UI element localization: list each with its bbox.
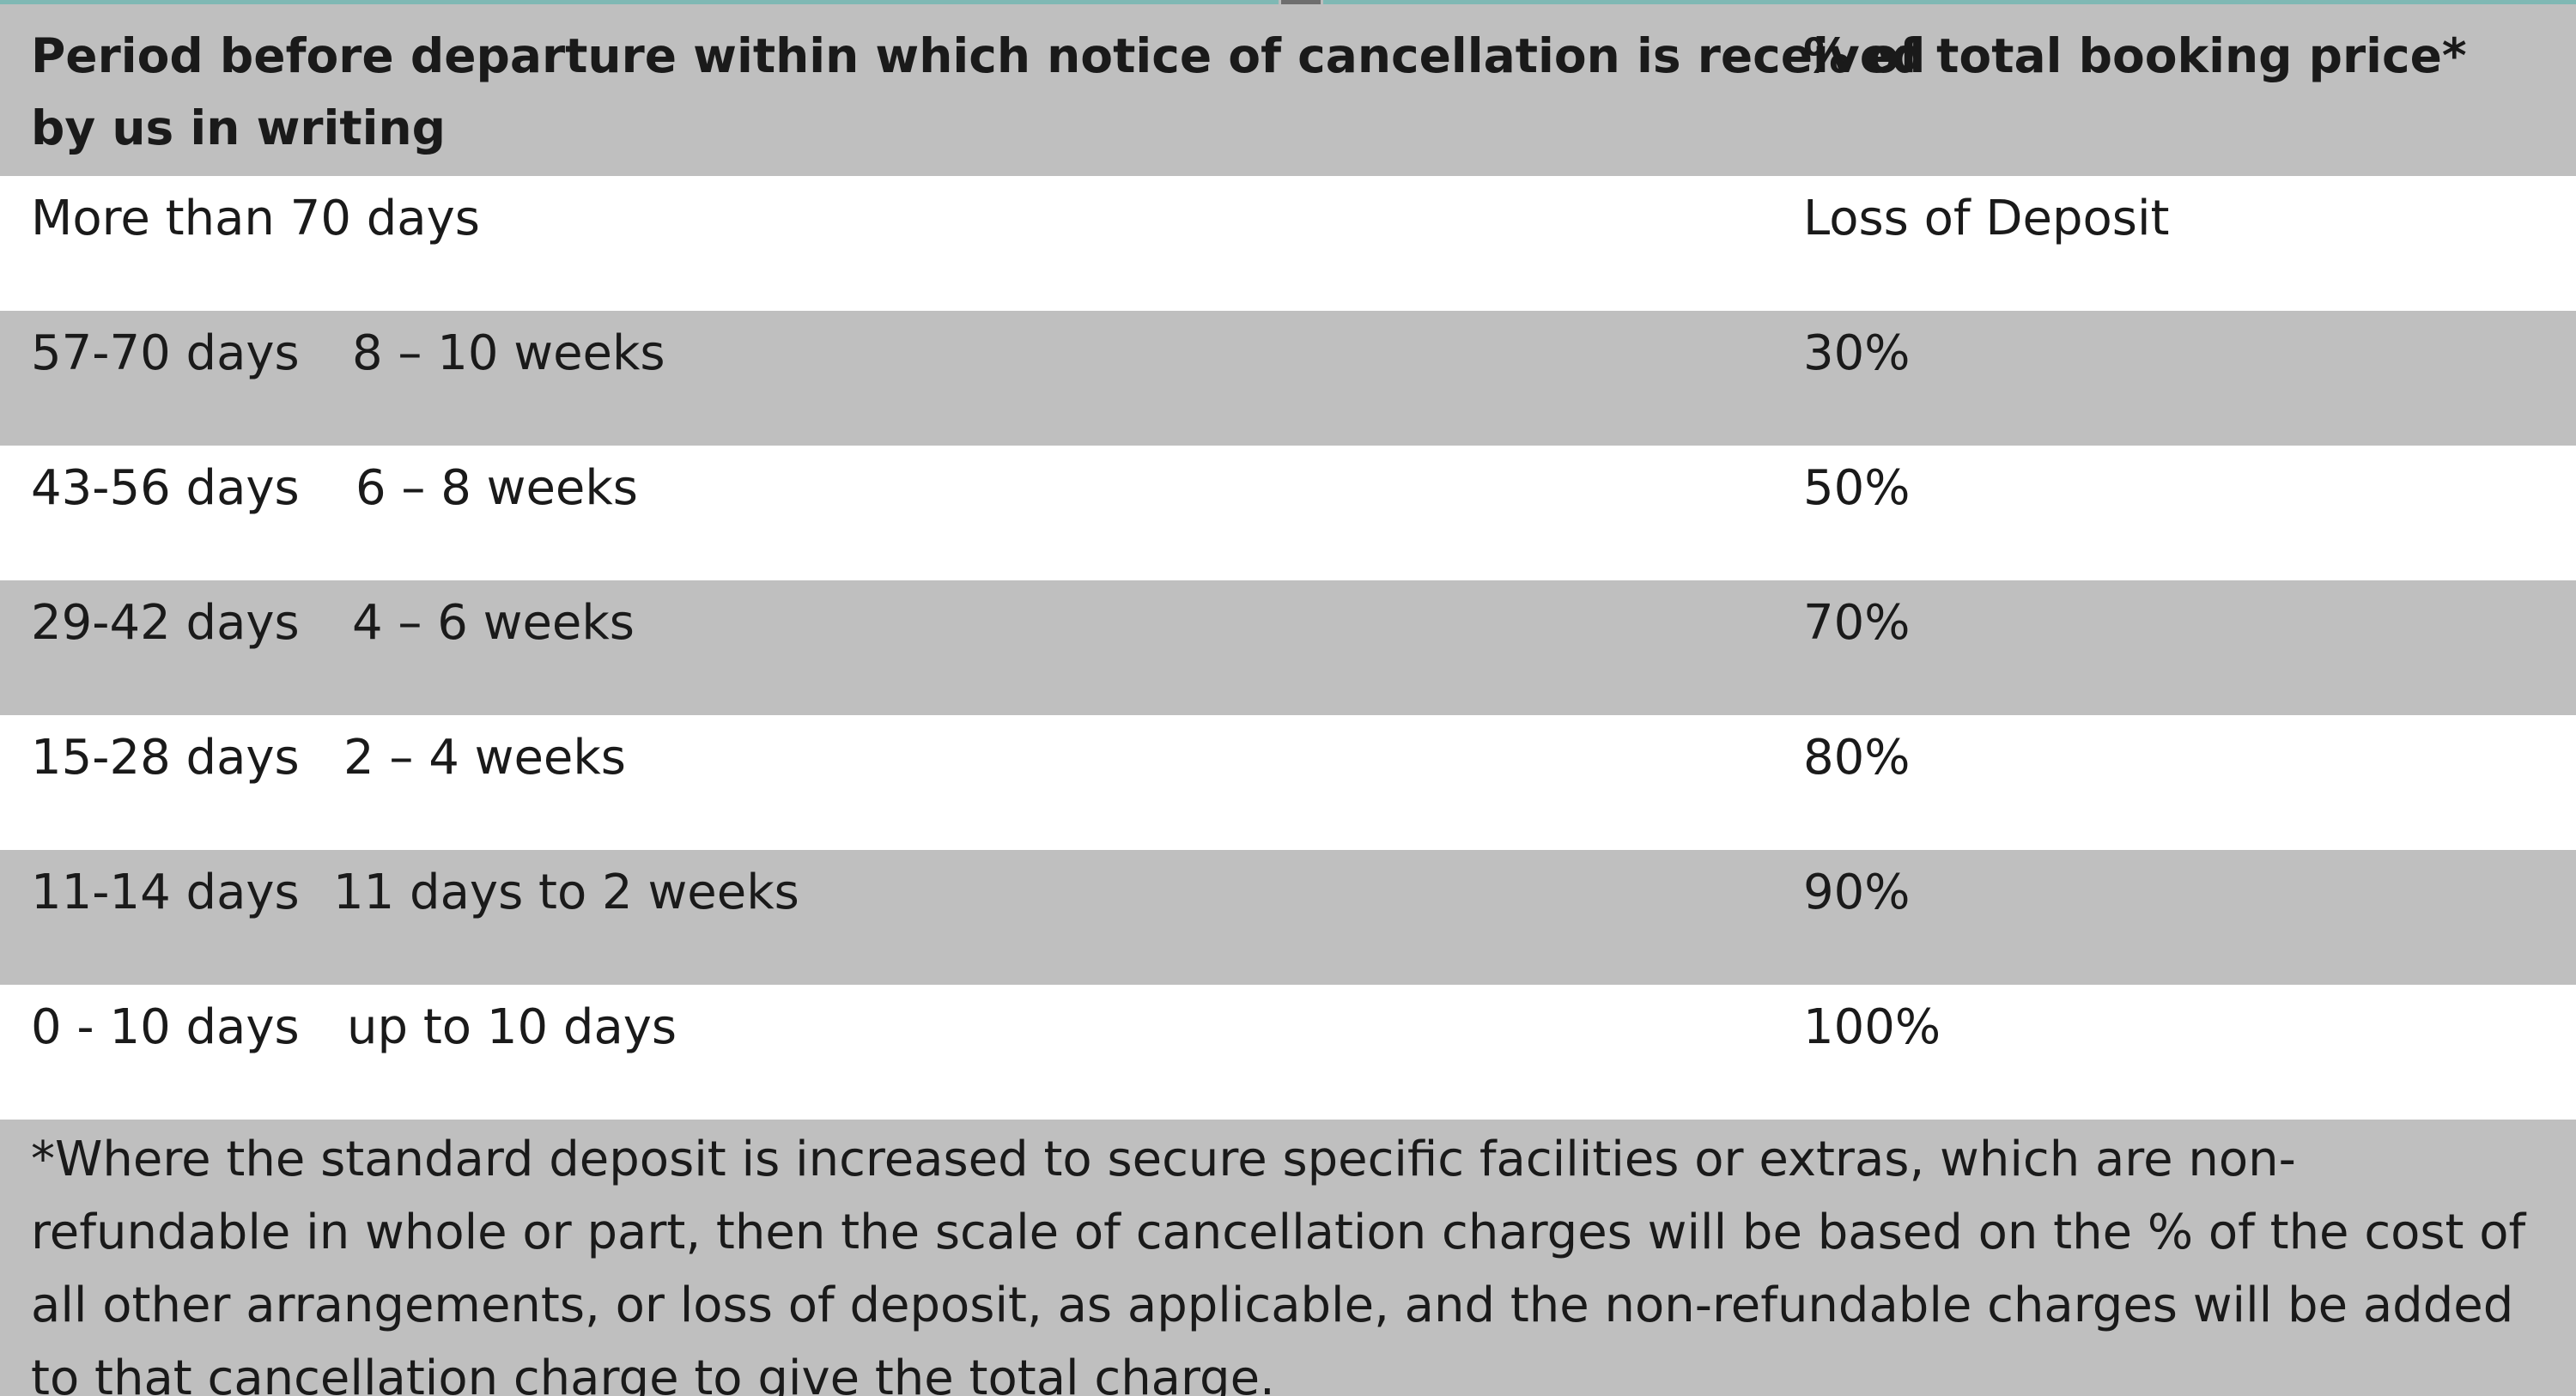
row-weeks: 6 – 8 weeks bbox=[355, 460, 638, 516]
row-days: 57-70 days bbox=[31, 325, 300, 381]
row-charge: 90% bbox=[1803, 865, 1911, 920]
row-charge: Loss of Deposit bbox=[1803, 191, 2170, 246]
row-charge: 100% bbox=[1803, 999, 1941, 1055]
row-weeks: 8 – 10 weeks bbox=[352, 325, 665, 381]
header-percent: % of total booking price* bbox=[1803, 28, 2467, 83]
table-row: 15-28 days 2 – 4 weeks 80% bbox=[0, 715, 2576, 850]
table-row: 43-56 days 6 – 8 weeks 50% bbox=[0, 446, 2576, 580]
row-days: 15-28 days bbox=[31, 730, 300, 786]
header-period-line1: Period before departure within which not… bbox=[31, 28, 1926, 83]
row-weeks: 4 – 6 weeks bbox=[352, 595, 635, 651]
row-days: 0 - 10 days bbox=[31, 999, 300, 1055]
footnote-text: *Where the standard deposit is increased… bbox=[31, 1132, 2526, 1396]
row-days: More than 70 days bbox=[31, 191, 480, 246]
row-charge: 80% bbox=[1803, 730, 1911, 786]
table-row: 0 - 10 days up to 10 days 100% bbox=[0, 985, 2576, 1120]
row-days: 29-42 days bbox=[31, 595, 300, 651]
header-period-line2: by us in writing bbox=[31, 100, 447, 155]
row-charge: 50% bbox=[1803, 460, 1911, 516]
row-charge: 30% bbox=[1803, 325, 1911, 381]
table-row: 11-14 days 11 days to 2 weeks 90% bbox=[0, 850, 2576, 985]
row-days: 43-56 days bbox=[31, 460, 300, 516]
table-row: 57-70 days 8 – 10 weeks 30% bbox=[0, 311, 2576, 446]
row-days: 11-14 days bbox=[31, 865, 300, 920]
footnote-row bbox=[0, 1120, 2576, 1396]
row-charge: 70% bbox=[1803, 595, 1911, 651]
row-weeks: up to 10 days bbox=[347, 999, 677, 1055]
table-header-row: Period before departure within which not… bbox=[0, 4, 2576, 176]
table-row: 29-42 days 4 – 6 weeks 70% bbox=[0, 580, 2576, 715]
row-weeks: 2 – 4 weeks bbox=[343, 730, 626, 786]
table-row: More than 70 days Loss of Deposit bbox=[0, 176, 2576, 311]
row-weeks: 11 days to 2 weeks bbox=[333, 865, 799, 920]
